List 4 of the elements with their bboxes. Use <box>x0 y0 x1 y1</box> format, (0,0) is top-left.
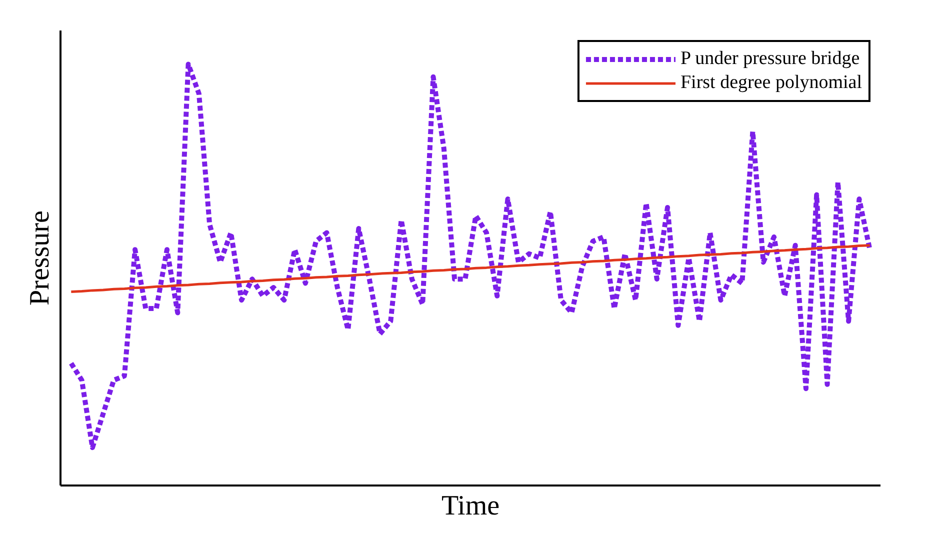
x-axis-title: Time <box>441 490 500 522</box>
y-axis-title: Pressure <box>24 210 56 306</box>
legend-label: P under pressure bridge <box>680 48 860 70</box>
legend-label: First degree polynomial <box>680 72 862 94</box>
